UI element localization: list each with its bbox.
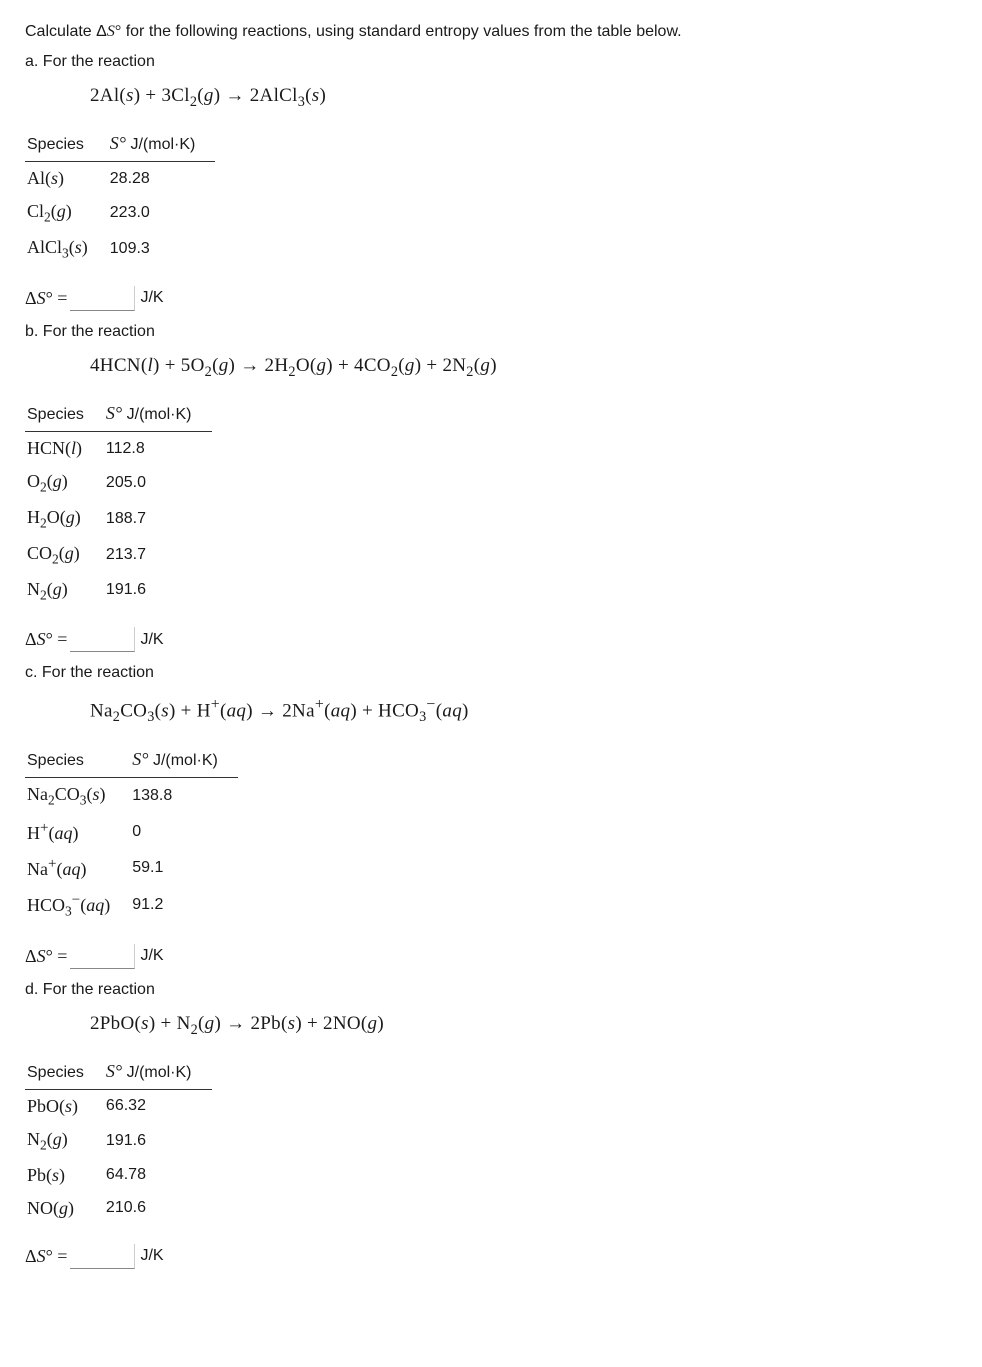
table-header-species: Species — [27, 136, 84, 153]
part-b-table: Species S° J/(mol·K) HCN(l)112.8 O2(g)20… — [25, 397, 212, 608]
table-row: O2(g)205.0 — [25, 465, 212, 501]
part-a-equation: 2Al(s) + 3Cl2(g) → 2AlCl3(s) — [90, 82, 957, 113]
part-c-label: c. For the reaction — [25, 661, 957, 685]
table-row: HCO3−(aq)91.2 — [25, 886, 238, 925]
table-row: N2(g)191.6 — [25, 573, 212, 609]
table-header-species: Species — [27, 406, 84, 423]
unit-label: J/K — [140, 944, 163, 968]
part-b-label: b. For the reaction — [25, 320, 957, 344]
part-d-label: d. For the reaction — [25, 978, 957, 1002]
part-a-table: Species S° J/(mol·K) Al(s)28.28 Cl2(g)22… — [25, 127, 215, 267]
table-row: Na+(aq)59.1 — [25, 850, 238, 886]
table-row: Na2CO3(s)138.8 — [25, 777, 238, 813]
table-row: PbO(s)66.32 — [25, 1089, 212, 1123]
part-c-table: Species S° J/(mol·K) Na2CO3(s)138.8 H+(a… — [25, 743, 238, 925]
part-c-equation: Na2CO3(s) + H+(aq) → 2Na+(aq) + HCO3−(aq… — [90, 693, 957, 729]
table-header-species: Species — [27, 1064, 84, 1081]
table-row: N2(g)191.6 — [25, 1123, 212, 1159]
table-row: HCN(l)112.8 — [25, 432, 212, 466]
table-header-species: Species — [27, 752, 84, 769]
delta-s-label: ΔS° = — [25, 1243, 67, 1270]
delta-s-label: ΔS° = — [25, 943, 67, 970]
part-d-answer: ΔS° = J/K — [25, 1243, 957, 1270]
unit-label: J/K — [140, 628, 163, 652]
table-row: Al(s)28.28 — [25, 162, 215, 196]
unit-label: J/K — [140, 286, 163, 310]
part-d-table: Species S° J/(mol·K) PbO(s)66.32 N2(g)19… — [25, 1055, 212, 1225]
table-header-value: S° J/(mol·K) — [108, 127, 216, 162]
table-row: H+(aq)0 — [25, 814, 238, 850]
table-row: Cl2(g)223.0 — [25, 195, 215, 231]
part-a-input[interactable] — [70, 286, 135, 311]
delta-s-label: ΔS° = — [25, 285, 67, 312]
part-b-equation: 4HCN(l) + 5O2(g) → 2H2O(g) + 4CO2(g) + 2… — [90, 352, 957, 383]
unit-label: J/K — [140, 1244, 163, 1268]
table-row: Pb(s)64.78 — [25, 1159, 212, 1192]
table-row: H2O(g)188.7 — [25, 501, 212, 537]
part-d-input[interactable] — [70, 1244, 135, 1269]
delta-s-label: ΔS° = — [25, 626, 67, 653]
part-c-answer: ΔS° = J/K — [25, 943, 957, 970]
intro-text: Calculate ΔS° for the following reaction… — [25, 20, 957, 44]
part-b-input[interactable] — [70, 627, 135, 652]
table-header-value: S° J/(mol·K) — [104, 1055, 212, 1090]
part-a-answer: ΔS° = J/K — [25, 285, 957, 312]
table-header-value: S° J/(mol·K) — [130, 743, 238, 778]
part-c-input[interactable] — [70, 944, 135, 969]
table-header-value: S° J/(mol·K) — [104, 397, 212, 432]
table-row: AlCl3(s)109.3 — [25, 231, 215, 267]
table-row: CO2(g)213.7 — [25, 537, 212, 573]
part-b-answer: ΔS° = J/K — [25, 626, 957, 653]
part-a-label: a. For the reaction — [25, 50, 957, 74]
part-d-equation: 2PbO(s) + N2(g) → 2Pb(s) + 2NO(g) — [90, 1010, 957, 1041]
table-row: NO(g)210.6 — [25, 1192, 212, 1225]
